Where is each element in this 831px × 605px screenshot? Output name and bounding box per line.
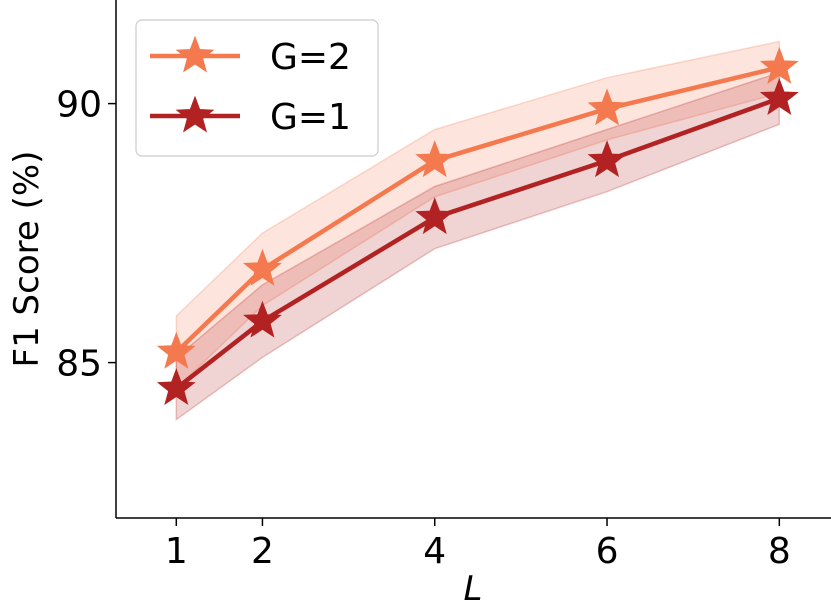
y-ticks: 85 90 xyxy=(56,85,116,385)
x-tick-label-0: 1 xyxy=(165,531,188,572)
point-series-0-2 xyxy=(415,140,455,178)
point-series-1-0 xyxy=(156,368,196,406)
series-markers xyxy=(156,46,799,406)
x-tick-label-1: 2 xyxy=(251,531,274,572)
y-tick-label-1: 90 xyxy=(56,85,102,126)
band-series-1 xyxy=(175,71,781,422)
legend-label-1: G=1 xyxy=(270,97,351,138)
point-series-1-3 xyxy=(587,140,627,178)
y-axis-title: F1 Score (%) xyxy=(7,151,47,368)
point-series-0-4 xyxy=(759,46,799,84)
legend: G=2G=1 xyxy=(135,19,379,157)
y-tick-label-0: 85 xyxy=(56,344,102,385)
x-ticks: 1 2 4 6 8 xyxy=(165,518,791,572)
x-tick-label-2: 4 xyxy=(423,531,446,572)
x-tick-label-4: 8 xyxy=(768,531,791,572)
legend-label-0: G=2 xyxy=(270,37,351,78)
x-tick-label-3: 6 xyxy=(596,531,619,572)
point-series-0-1 xyxy=(243,248,282,286)
point-series-0-0 xyxy=(156,331,196,369)
point-series-0-3 xyxy=(587,88,627,126)
legend-marker-0 xyxy=(175,35,215,73)
point-series-1-4 xyxy=(759,77,799,115)
point-series-1-1 xyxy=(243,300,282,338)
point-series-1-2 xyxy=(415,197,455,235)
legend-marker-1 xyxy=(175,95,215,133)
x-axis-title: L xyxy=(464,569,483,605)
